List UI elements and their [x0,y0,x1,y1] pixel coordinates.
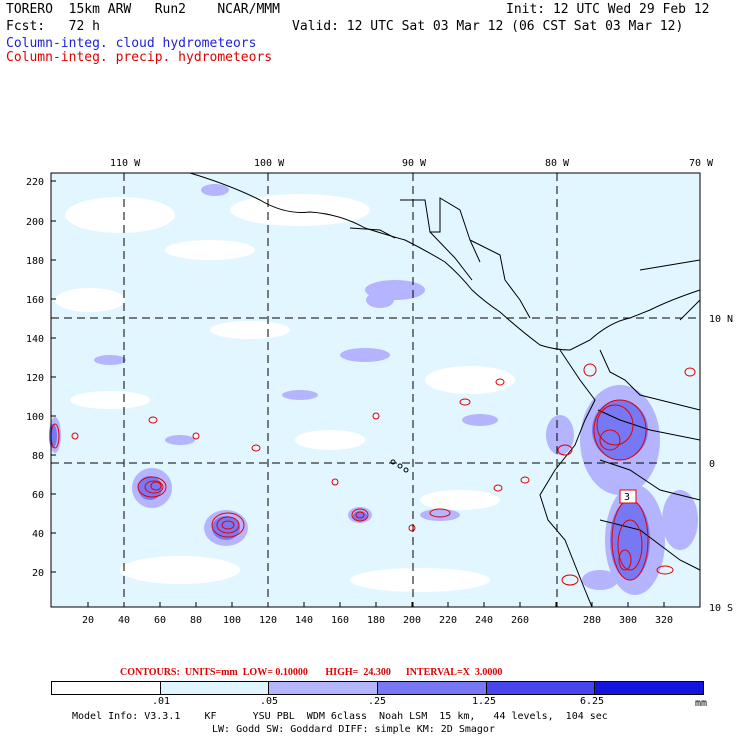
model-info-line1: Model Info: V3.3.1 KF YSU PBL WDM 6class… [72,711,608,722]
lat-lon-grid [51,173,700,607]
x-tick-label: 40 [118,615,130,626]
x-tick-label: 140 [295,615,313,626]
y-tick-label: 180 [26,256,44,267]
galapagos-islands [390,459,409,473]
header-title: TORERO 15km ARW Run2 NCAR/MMM [6,2,280,17]
contours-info: CONTOURS: UNITS=mm LOW= 0.10000 HIGH= 24… [120,667,503,678]
lon-label: 70 W [689,158,714,169]
y-tick-label: 100 [26,412,44,423]
x-tick-label: 200 [403,615,421,626]
colorbar-segment [378,682,487,694]
colorbar-level: 1.25 [472,696,497,707]
x-axis [87,602,665,607]
high-label: 3 [624,492,630,503]
colorbar-segment [595,682,704,694]
x-tick-label: 120 [259,615,277,626]
lon-label: 100 W [254,158,285,169]
lon-label: 90 W [402,158,427,169]
lon-label: 80 W [545,158,570,169]
lat-label: 10 N [709,314,733,325]
coastlines [189,172,701,608]
colorbar-segment [269,682,379,694]
valid-time: Valid: 12 UTC Sat 03 Mar 12 (06 CST Sat … [292,19,684,34]
precip-contours [50,363,696,586]
x-tick-label: 20 [82,615,94,626]
x-tick-label: 320 [655,615,673,626]
colorbar-level: .01 [152,696,171,707]
colorbar-level: 6.25 [580,696,605,707]
colorbar-level: .25 [368,696,387,707]
y-tick-label: 40 [32,529,44,540]
x-tick-label: 280 [583,615,601,626]
x-tick-label: 80 [190,615,202,626]
colorbar-segment [486,682,596,694]
y-tick-label: 200 [26,217,44,228]
high-label-box [619,489,637,504]
x-tick-label: 60 [154,615,166,626]
y-tick-label: 220 [26,177,44,188]
x-tick-label: 160 [331,615,349,626]
y-tick-label: 60 [32,490,44,501]
x-tick-label: 180 [367,615,385,626]
model-info-line2: LW: Godd SW: Goddard DIFF: simple KM: 2D… [212,724,495,735]
legend-cloud-hydrometeors: Column-integ. cloud hydrometeors [6,36,257,51]
y-tick-label: 80 [32,451,44,462]
y-axis [51,180,56,573]
legend-precip-hydrometeors: Column-integ. precip. hydrometeors [6,50,273,65]
colorbar [51,681,704,695]
x-tick-label: 240 [475,615,493,626]
colorbar-segment [160,682,270,694]
forecast-hour: Fcst: 72 h [6,19,100,34]
y-tick-label: 20 [32,568,44,579]
x-tick-label: 260 [511,615,529,626]
y-tick-label: 140 [26,334,44,345]
init-time: Init: 12 UTC Wed 29 Feb 12 [506,2,710,17]
lat-label: 10 S [709,603,733,614]
colorbar-unit: mm [695,698,708,709]
colorbar-level: .05 [260,696,279,707]
cloud-shading [49,173,700,607]
lat-label: 0 [709,459,715,470]
colorbar-segment [52,682,161,694]
x-tick-label: 100 [223,615,241,626]
x-tick-label: 220 [439,615,457,626]
lon-label: 110 W [110,158,141,169]
x-tick-label: 300 [619,615,637,626]
y-tick-label: 120 [26,373,44,384]
y-tick-label: 160 [26,295,44,306]
